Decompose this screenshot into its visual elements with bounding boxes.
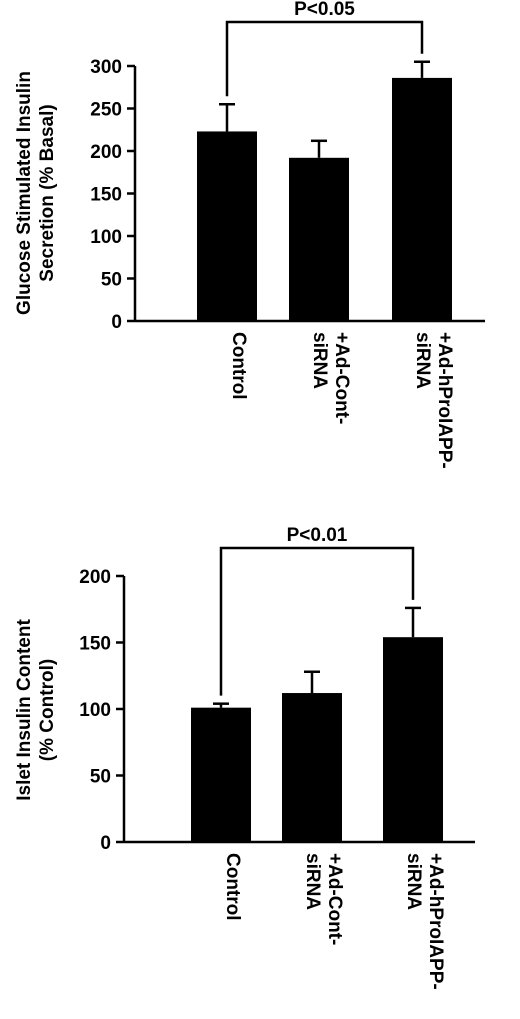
y-axis-title-line: Islet Insulin Content — [14, 619, 35, 801]
significance-label: P<0.05 — [294, 0, 355, 20]
glucose-stimulated-insulin-chart: 0 50 100 150 200 250 300 Glucose Stimulated Ins… — [14, 0, 485, 469]
bar — [289, 157, 349, 321]
category-label: siRNA — [309, 332, 330, 389]
category-label: siRNA — [412, 332, 433, 389]
y-axis-title: Islet Insulin Content (% Control) — [14, 619, 58, 801]
significance-bracket — [225, 20, 424, 97]
category-label: +Ad-hProIAPP- — [425, 853, 446, 990]
y-tick-label: 150 — [79, 634, 111, 655]
bar — [191, 707, 251, 842]
y-tick-label: 200 — [79, 567, 111, 588]
category-label: siRNA — [403, 853, 424, 910]
category-label: +Ad-hProIAPP- — [434, 332, 455, 469]
y-tick-label: 50 — [90, 767, 111, 788]
y-axis-title-line: (% Control) — [37, 659, 58, 761]
y-tick-label: 200 — [90, 142, 122, 163]
category-label: siRNA — [302, 853, 323, 910]
bar — [282, 693, 342, 842]
y-tick-label: 100 — [90, 227, 122, 248]
bar — [383, 637, 443, 842]
category-label: +Ad-Cont- — [324, 853, 345, 945]
y-axis-title-line: Secretion (% Basal) — [37, 104, 58, 281]
y-tick-label: 0 — [111, 312, 122, 333]
y-axis-title: Glucose Stimulated Insulin Secretion (% B… — [14, 71, 58, 315]
category-label: +Ad-Cont- — [331, 332, 352, 424]
y-tick-label: 300 — [90, 57, 122, 78]
y-tick-label: 150 — [90, 185, 122, 206]
y-tick-label: 250 — [90, 100, 122, 121]
significance-bracket — [219, 546, 415, 696]
bar — [392, 77, 452, 322]
y-tick-label: 0 — [100, 833, 111, 854]
y-tick-label: 50 — [101, 270, 122, 291]
bar — [197, 131, 257, 321]
category-label: Control — [228, 332, 249, 400]
significance-label: P<0.01 — [287, 525, 348, 546]
y-tick-label: 100 — [79, 700, 111, 721]
y-axis-title-line: Glucose Stimulated Insulin — [14, 71, 35, 315]
category-label: Control — [222, 853, 243, 921]
islet-insulin-content-chart: 0 50 100 150 200 Islet Insulin Content (% Cont… — [14, 525, 475, 990]
